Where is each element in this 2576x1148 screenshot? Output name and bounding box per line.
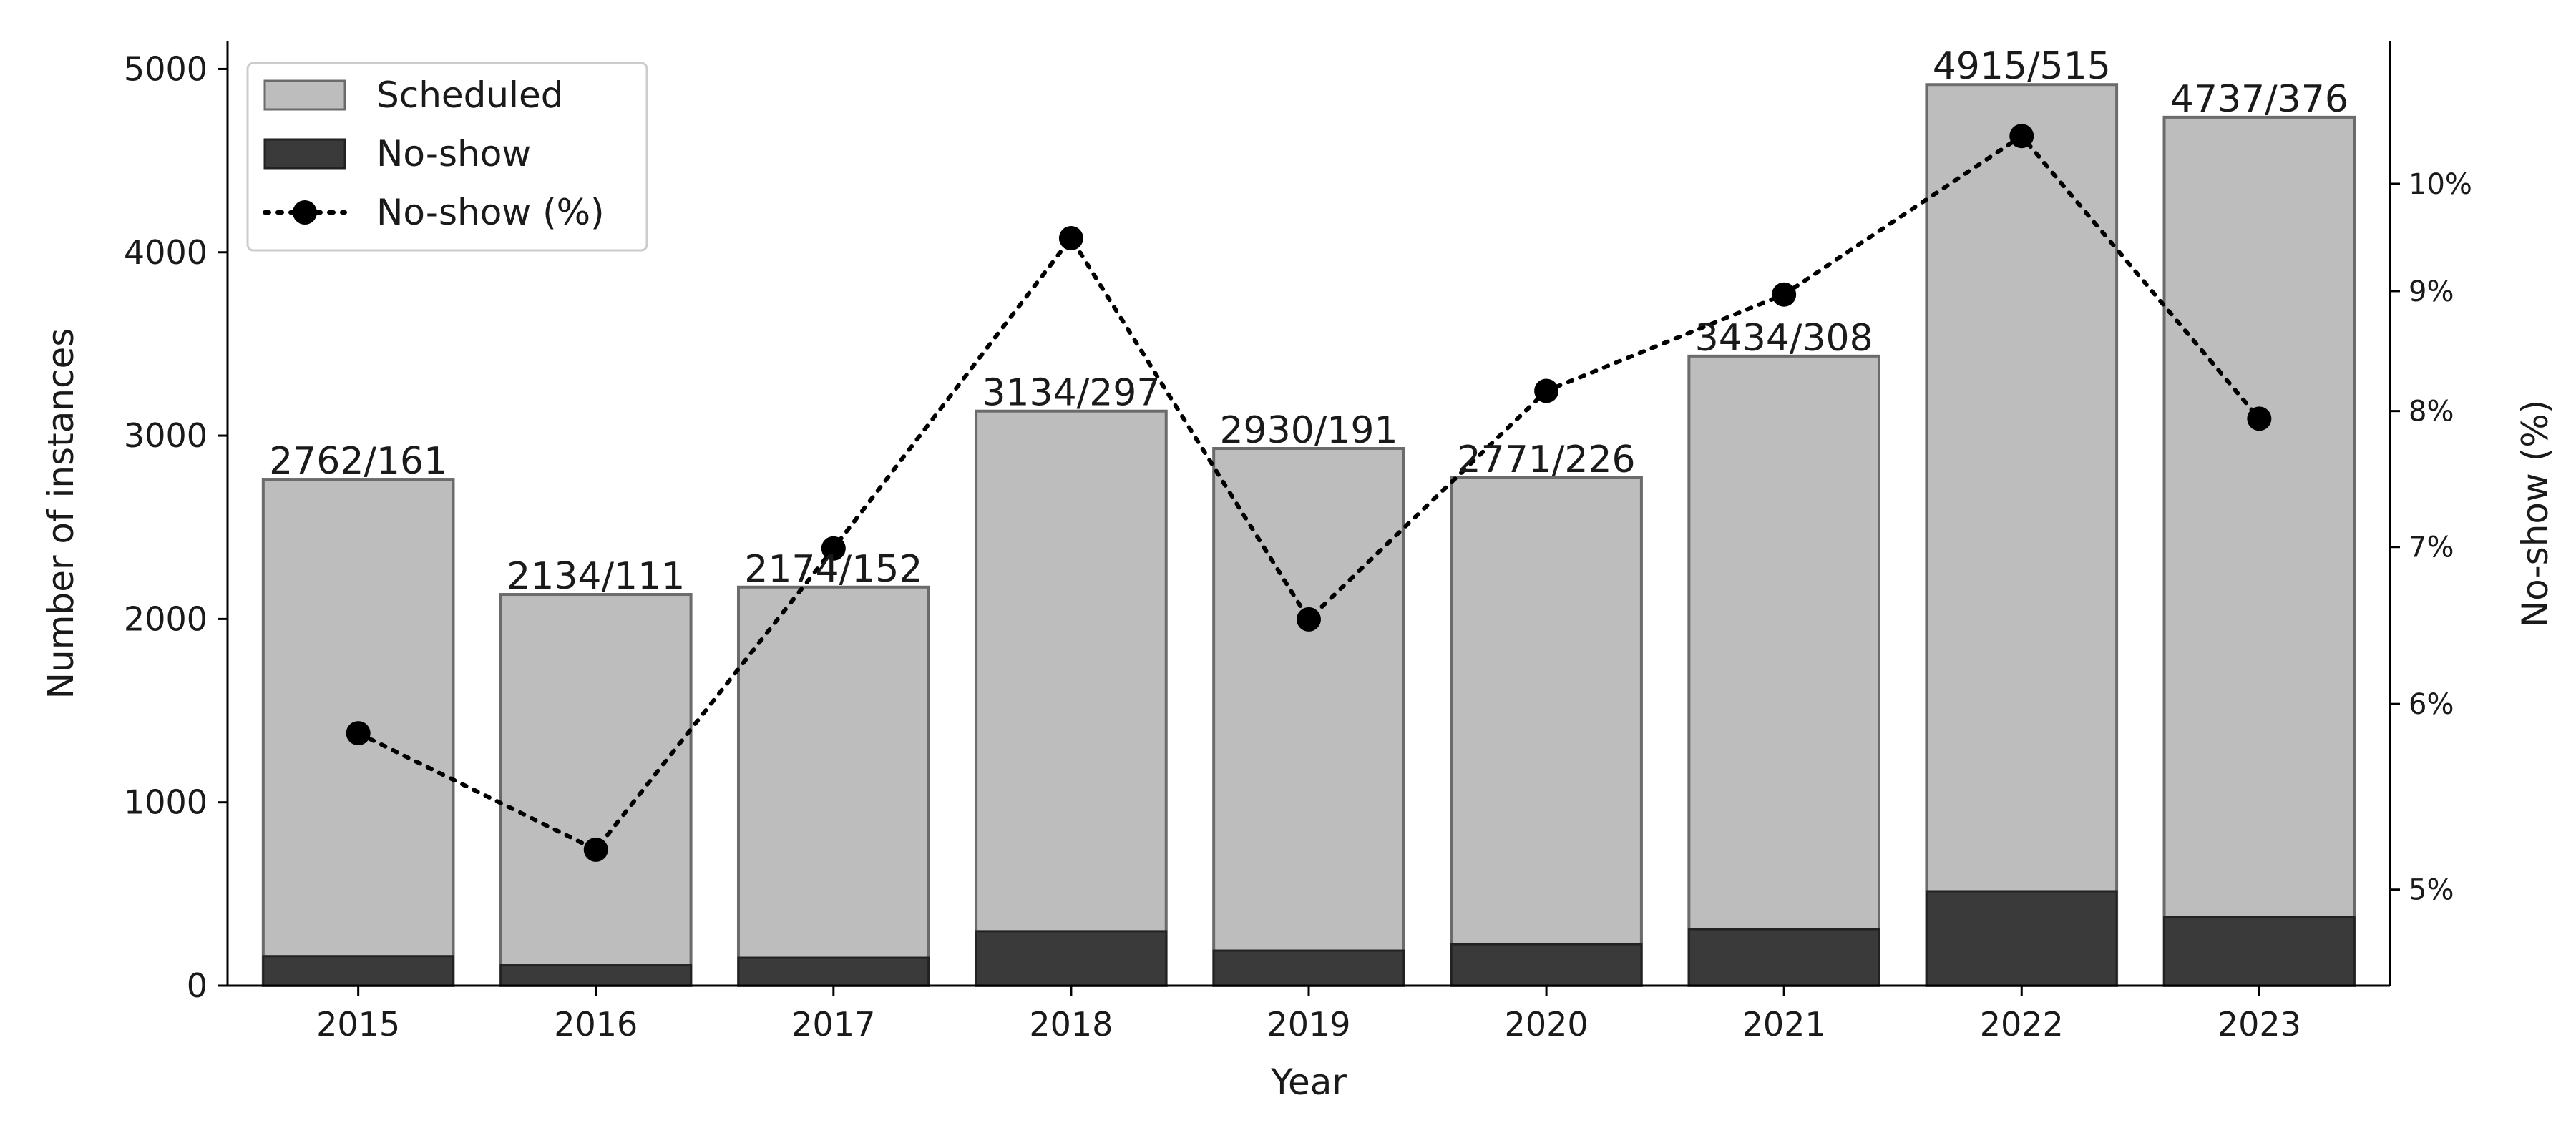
x-tick-label-2021: 2021 (1742, 1005, 1826, 1044)
y-tick-label-2000: 2000 (124, 599, 208, 638)
bar-no-show-2015 (262, 955, 454, 987)
right-tick-label-9: 9% (2409, 275, 2454, 308)
x-tick-label-2023: 2023 (2218, 1005, 2301, 1044)
bar-no-show-2020 (1450, 943, 1643, 987)
x-tick-label-2022: 2022 (1980, 1005, 2064, 1044)
bar-label-2023: 4737/376 (2170, 78, 2348, 121)
bar-scheduled-2019 (1212, 447, 1405, 987)
no-show-pct-point-2021 (1772, 282, 1797, 307)
bar-no-show-2021 (1687, 928, 1880, 987)
bar-label-2015: 2762/161 (269, 440, 447, 483)
right-axis-title: No-show (%) (2514, 400, 2556, 628)
x-tick-label-2015: 2015 (316, 1005, 400, 1044)
no-show-pct-point-2018 (1058, 225, 1083, 250)
x-tick-label-2018: 2018 (1029, 1005, 1113, 1044)
x-tick-label-2020: 2020 (1505, 1005, 1589, 1044)
axes-layer: Year Number of instances No-show (%) 201… (40, 41, 2556, 1103)
no-show-pct-point-2017 (821, 536, 846, 561)
y-tick-label-0: 0 (187, 966, 208, 1005)
no-show-pct-point-2023 (2247, 406, 2272, 431)
bar-no-show-2023 (2163, 916, 2356, 987)
no-show-pct-point-2020 (1534, 378, 1559, 403)
legend-swatch-scheduled (263, 79, 346, 111)
bar-scheduled-2020 (1450, 476, 1643, 987)
bar-no-show-2017 (737, 956, 930, 987)
x-tick-label-2017: 2017 (791, 1005, 875, 1044)
bar-label-2018: 3134/297 (982, 372, 1160, 415)
bar-labels-layer: 2762/161 2134/111 2174/152 3134/297 2930/191… (269, 45, 2348, 598)
x-tick-label-2016: 2016 (554, 1005, 638, 1044)
legend-frame (246, 62, 648, 252)
y-tick-label-4000: 4000 (124, 233, 208, 272)
legend-label-scheduled: Scheduled (376, 74, 564, 116)
bar-scheduled-2016 (499, 593, 693, 987)
no-show-pct-point-2016 (583, 837, 608, 862)
bars-layer (261, 83, 2356, 988)
y-axis-title: Number of instances (40, 328, 82, 700)
x-axis-title: Year (1270, 1061, 1347, 1103)
bar-scheduled-2017 (736, 585, 930, 987)
legend-label-no-show: No-show (376, 133, 531, 175)
line-layer (346, 124, 2272, 862)
right-tick-label-10: 10% (2409, 168, 2472, 201)
x-tick-label-2019: 2019 (1267, 1005, 1350, 1044)
bar-scheduled-2023 (2162, 115, 2356, 987)
y-tick-label-3000: 3000 (124, 416, 208, 455)
y-tick-label-1000: 1000 (124, 783, 208, 822)
right-tick-label-6: 6% (2409, 688, 2454, 721)
no-show-pct-point-2022 (2009, 124, 2034, 149)
no-show-pct-point-2015 (346, 721, 371, 746)
bar-scheduled-2021 (1687, 354, 1881, 988)
legend-marker-no-show-pct (293, 200, 317, 225)
no-show-pct-line (356, 133, 2262, 853)
bar-label-2017: 2174/152 (744, 548, 922, 591)
legend: Scheduled No-show No-show (%) (246, 62, 648, 252)
bar-label-2019: 2930/191 (1219, 409, 1397, 452)
right-tick-label-5: 5% (2409, 874, 2454, 907)
legend-swatch-no-show (263, 138, 346, 170)
bar-scheduled-2018 (975, 409, 1168, 987)
right-tick-label-7: 7% (2409, 531, 2454, 564)
bar-no-show-2018 (975, 930, 1168, 987)
bar-no-show-2019 (1212, 949, 1405, 987)
legend-label-no-show-pct: No-show (%) (376, 192, 605, 233)
bar-label-2016: 2134/111 (507, 555, 685, 598)
bar-label-2020: 2771/226 (1458, 438, 1636, 481)
y-tick-label-5000: 5000 (124, 49, 208, 88)
no-show-pct-point-2019 (1297, 607, 1321, 632)
bar-scheduled-2022 (1925, 83, 2119, 987)
bar-label-2022: 4915/515 (1933, 45, 2111, 88)
right-tick-label-8: 8% (2409, 396, 2454, 428)
bar-label-2021: 3434/308 (1695, 317, 1873, 360)
bar-no-show-2016 (499, 964, 693, 987)
bar-no-show-2022 (1925, 890, 2118, 987)
